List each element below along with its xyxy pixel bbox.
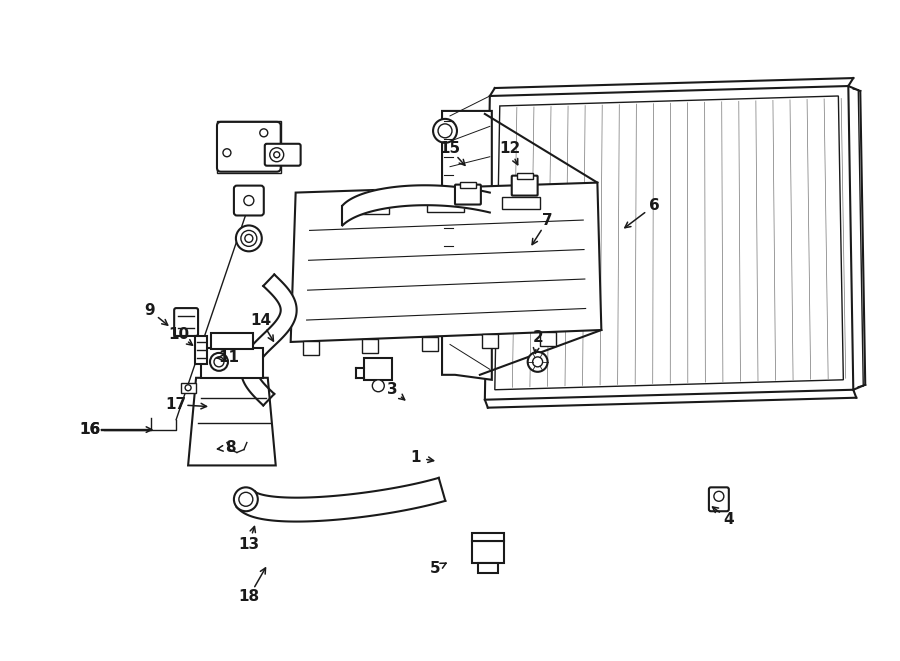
FancyBboxPatch shape xyxy=(265,144,301,166)
Circle shape xyxy=(373,380,384,392)
Text: 16: 16 xyxy=(79,422,100,437)
FancyBboxPatch shape xyxy=(181,383,196,393)
Polygon shape xyxy=(485,86,853,400)
Text: 15: 15 xyxy=(439,141,461,156)
Text: 6: 6 xyxy=(649,198,660,213)
Text: 8: 8 xyxy=(226,440,236,455)
Polygon shape xyxy=(442,111,491,380)
FancyBboxPatch shape xyxy=(427,200,464,212)
FancyBboxPatch shape xyxy=(502,197,540,209)
Text: 9: 9 xyxy=(144,303,155,317)
Circle shape xyxy=(245,235,253,243)
FancyBboxPatch shape xyxy=(201,348,263,378)
Text: 11: 11 xyxy=(219,350,239,366)
FancyBboxPatch shape xyxy=(302,341,319,355)
Circle shape xyxy=(236,225,262,251)
FancyBboxPatch shape xyxy=(478,563,498,573)
Text: 18: 18 xyxy=(238,590,259,604)
FancyBboxPatch shape xyxy=(217,122,281,172)
Circle shape xyxy=(238,492,253,506)
Polygon shape xyxy=(188,378,275,465)
Text: 10: 10 xyxy=(168,327,190,342)
Circle shape xyxy=(185,385,191,391)
Text: 13: 13 xyxy=(238,537,259,551)
FancyBboxPatch shape xyxy=(512,176,537,196)
Text: 4: 4 xyxy=(724,512,734,527)
FancyBboxPatch shape xyxy=(540,332,555,346)
Text: 5: 5 xyxy=(430,561,440,576)
Circle shape xyxy=(527,352,547,372)
FancyBboxPatch shape xyxy=(460,182,476,188)
Circle shape xyxy=(714,491,724,501)
Text: 12: 12 xyxy=(500,141,520,156)
Polygon shape xyxy=(343,185,490,225)
Circle shape xyxy=(234,487,257,511)
Text: 3: 3 xyxy=(387,382,398,397)
Polygon shape xyxy=(237,478,446,522)
Text: 14: 14 xyxy=(250,313,272,328)
Polygon shape xyxy=(241,274,297,405)
FancyBboxPatch shape xyxy=(195,336,207,364)
FancyBboxPatch shape xyxy=(234,186,264,215)
Circle shape xyxy=(241,231,256,247)
FancyBboxPatch shape xyxy=(482,334,498,348)
FancyBboxPatch shape xyxy=(517,173,533,178)
FancyBboxPatch shape xyxy=(351,202,389,214)
FancyBboxPatch shape xyxy=(472,541,504,563)
Text: 7: 7 xyxy=(543,213,553,228)
Circle shape xyxy=(533,357,543,367)
Circle shape xyxy=(210,353,228,371)
Circle shape xyxy=(223,149,231,157)
Polygon shape xyxy=(495,96,843,390)
FancyBboxPatch shape xyxy=(472,533,504,541)
FancyBboxPatch shape xyxy=(364,358,392,380)
FancyBboxPatch shape xyxy=(211,333,253,349)
Circle shape xyxy=(270,148,284,162)
FancyBboxPatch shape xyxy=(455,184,481,204)
FancyBboxPatch shape xyxy=(363,339,378,353)
Circle shape xyxy=(274,152,280,158)
Polygon shape xyxy=(291,182,601,342)
Text: 17: 17 xyxy=(166,397,186,412)
Circle shape xyxy=(433,119,457,143)
FancyBboxPatch shape xyxy=(175,308,198,336)
Circle shape xyxy=(438,124,452,137)
Circle shape xyxy=(214,357,224,367)
Circle shape xyxy=(244,196,254,206)
Circle shape xyxy=(260,129,268,137)
Text: 16: 16 xyxy=(79,422,100,437)
Text: 1: 1 xyxy=(410,450,420,465)
FancyBboxPatch shape xyxy=(709,487,729,511)
Text: 2: 2 xyxy=(532,330,543,346)
FancyBboxPatch shape xyxy=(422,336,438,350)
